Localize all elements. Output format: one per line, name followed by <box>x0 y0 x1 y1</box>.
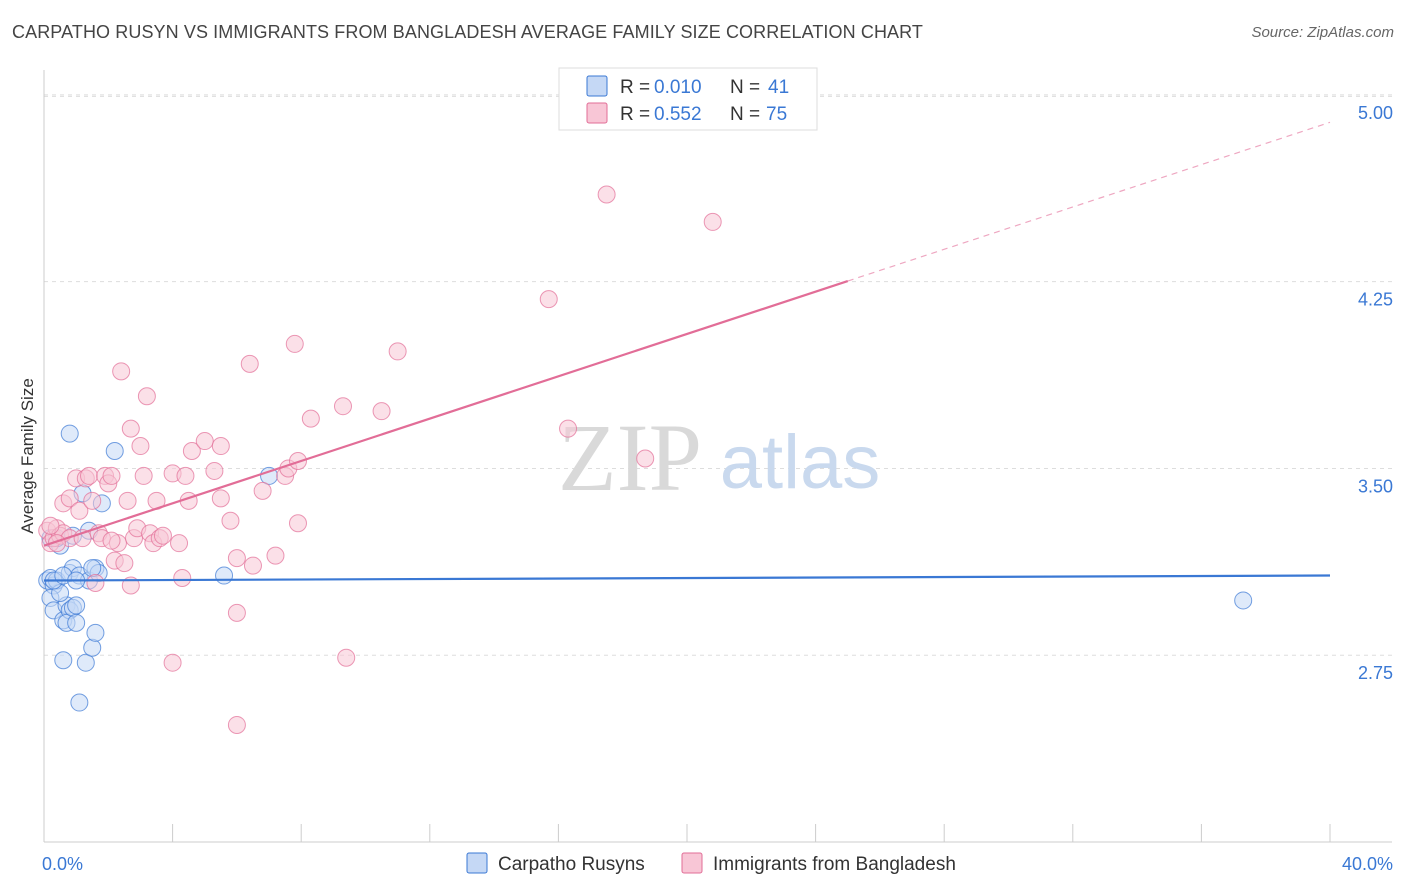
points-layer <box>38 185 1253 734</box>
point-pink-68 <box>597 185 616 204</box>
point-blue-23 <box>83 638 102 657</box>
trend-line-blue <box>43 574 1331 582</box>
point-pink-14 <box>83 491 102 510</box>
y-tick-label-0: 2.75 <box>1358 663 1393 683</box>
point-pink-71 <box>41 516 60 535</box>
point-pink-44 <box>182 442 201 461</box>
point-pink-52 <box>240 354 259 373</box>
watermark: ZIP atlas <box>558 404 880 511</box>
trend-line-extension-pink <box>847 121 1331 282</box>
y-tick-label-3: 5.00 <box>1358 103 1393 123</box>
point-pink-62 <box>333 397 352 416</box>
legend-r-label-1: R = <box>620 77 650 98</box>
point-blue-35 <box>83 559 102 578</box>
y-axis-label: Average Family Size <box>18 378 37 534</box>
x-tick-label-1: 40.0% <box>1342 854 1393 874</box>
point-pink-13 <box>80 466 99 485</box>
y-tick-label-1: 3.50 <box>1358 476 1393 496</box>
legend-r-value-2: 0.552 <box>654 104 702 125</box>
trend-line-pink <box>43 280 849 547</box>
series-legend-swatch-blue <box>466 852 488 874</box>
point-pink-37 <box>153 526 172 545</box>
legend-r-value-1: 0.010 <box>654 77 702 98</box>
point-pink-65 <box>388 342 407 361</box>
point-blue-13 <box>54 651 73 670</box>
point-blue-16 <box>67 613 86 632</box>
point-pink-41 <box>173 569 192 588</box>
point-pink-27 <box>121 419 140 438</box>
point-pink-48 <box>211 437 230 456</box>
point-pink-23 <box>112 362 131 381</box>
point-pink-73 <box>102 531 121 550</box>
point-blue-22 <box>76 653 95 672</box>
point-pink-15 <box>86 574 105 593</box>
x-tick-label-0: 0.0% <box>42 854 83 874</box>
point-pink-58 <box>285 334 304 353</box>
series-legend: Carpatho Rusyns Immigrants from Banglade… <box>466 852 956 875</box>
point-pink-70 <box>703 212 722 231</box>
point-blue-27 <box>60 424 79 443</box>
series-legend-label-1: Carpatho Rusyns <box>498 854 645 875</box>
point-pink-47 <box>211 489 230 508</box>
series-legend-swatch-pink <box>681 852 703 874</box>
point-pink-74 <box>227 715 246 734</box>
stats-legend: R = 0.010 N = 41 R = 0.552 N = 75 <box>558 67 818 131</box>
axis-layer: 2.75 3.50 4.25 5.00 0.0% 40.0% <box>42 70 1393 874</box>
point-pink-42 <box>176 466 195 485</box>
point-pink-54 <box>253 481 272 500</box>
point-pink-24 <box>115 554 134 573</box>
point-blue-24 <box>86 623 105 642</box>
point-pink-49 <box>221 511 240 530</box>
point-pink-51 <box>227 603 246 622</box>
point-pink-45 <box>195 432 214 451</box>
point-pink-63 <box>337 648 356 667</box>
point-pink-32 <box>137 387 156 406</box>
series-legend-label-2: Immigrants from Bangladesh <box>713 854 956 875</box>
point-pink-66 <box>539 290 558 309</box>
point-pink-38 <box>163 653 182 672</box>
watermark-zip: ZIP <box>558 404 702 511</box>
legend-n-value-2: 75 <box>766 104 787 125</box>
watermark-atlas: atlas <box>720 420 881 505</box>
point-pink-50 <box>227 549 246 568</box>
legend-n-label-1: N = <box>730 77 760 98</box>
point-blue-40 <box>1234 591 1253 610</box>
point-pink-46 <box>205 461 224 480</box>
point-pink-40 <box>170 534 189 553</box>
point-pink-30 <box>131 437 150 456</box>
point-pink-53 <box>243 556 262 575</box>
legend-n-label-2: N = <box>730 104 760 125</box>
trend-layer <box>43 121 1331 582</box>
point-pink-10 <box>70 501 89 520</box>
legend-n-value-1: 41 <box>768 77 789 98</box>
point-pink-25 <box>118 491 137 510</box>
point-pink-60 <box>288 514 307 533</box>
point-blue-17 <box>67 596 86 615</box>
point-pink-55 <box>266 546 285 565</box>
y-tick-label-2: 4.25 <box>1358 290 1393 310</box>
point-pink-64 <box>372 402 391 421</box>
legend-r-label-2: R = <box>620 104 650 125</box>
source-credit: Source: ZipAtlas.com <box>1251 24 1394 41</box>
point-pink-67 <box>559 419 578 438</box>
legend-swatch-blue <box>586 75 608 97</box>
chart-title: CARPATHO RUSYN VS IMMIGRANTS FROM BANGLA… <box>12 22 924 42</box>
point-pink-20 <box>102 466 121 485</box>
point-blue-28 <box>105 442 124 461</box>
point-blue-30 <box>215 566 234 585</box>
point-pink-61 <box>301 409 320 428</box>
point-pink-69 <box>636 449 655 468</box>
point-blue-32 <box>70 693 89 712</box>
legend-swatch-pink <box>586 102 608 124</box>
point-pink-8 <box>60 489 79 508</box>
point-pink-31 <box>134 466 153 485</box>
